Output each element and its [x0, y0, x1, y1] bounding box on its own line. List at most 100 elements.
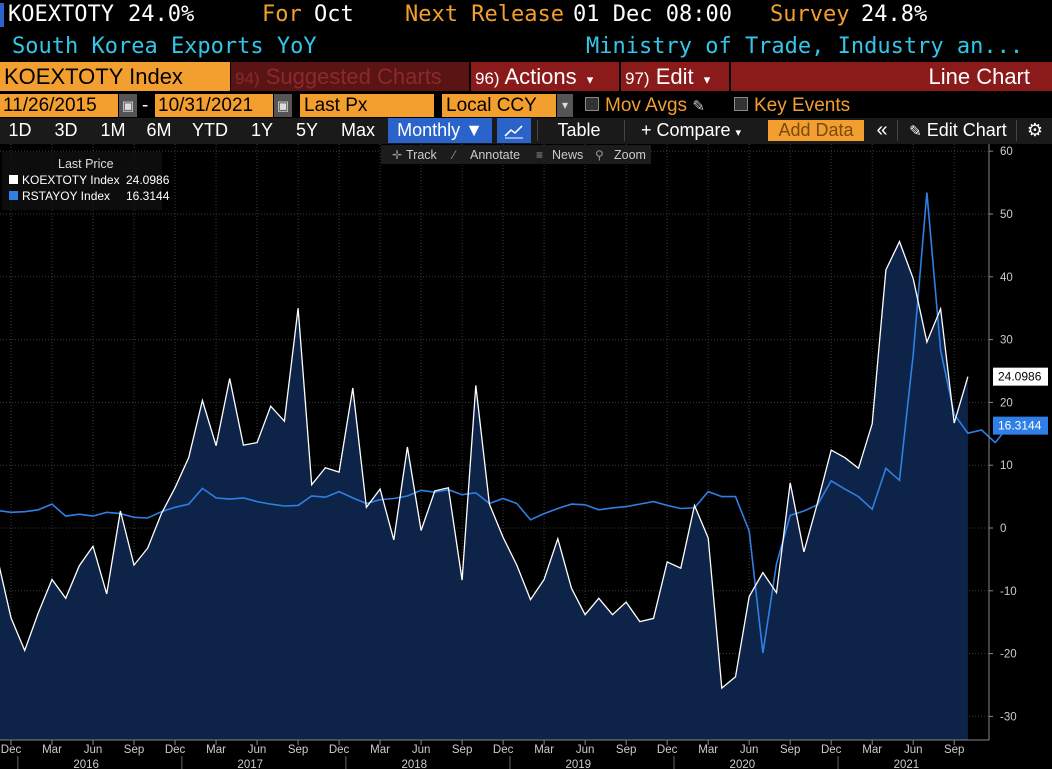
field-selector[interactable]: Last Px	[300, 94, 434, 117]
legend-series-2-name: RSTAYOY Index	[22, 189, 110, 203]
range-toolbar: 1D 3D 1M 6M YTD 1Y 5Y Max Monthly ▼ Tabl…	[0, 118, 1052, 144]
next-release-label: Next Release	[405, 2, 564, 27]
actions-num: 96)	[475, 69, 500, 88]
ticker-label: KOEXTOTY	[8, 2, 114, 27]
line-chart-icon[interactable]	[497, 118, 531, 143]
ticker-accent	[0, 3, 4, 27]
start-date-value: 11/26/2015	[3, 95, 97, 116]
range-3d-button[interactable]: 3D	[54, 120, 78, 140]
edit-dropdown-icon: ▾	[703, 72, 711, 87]
x-tick-label: Dec	[1, 744, 22, 756]
range-1y-button[interactable]: 1Y	[250, 120, 274, 140]
x-tick-label: Jun	[84, 744, 103, 756]
table-button[interactable]: Table	[557, 120, 601, 140]
mov-avgs-checkbox[interactable]	[585, 96, 599, 111]
add-data-button[interactable]: Add Data	[768, 120, 864, 141]
divider	[897, 120, 898, 141]
range-5y-button[interactable]: 5Y	[295, 120, 319, 140]
news-icon[interactable]: ≡	[536, 148, 543, 162]
x-tick-label: Dec	[493, 744, 514, 756]
options-bar: 11/26/2015 ▣ - 10/31/2021 ▣ Last Px Loca…	[0, 93, 1052, 118]
x-year-label: 2018	[401, 759, 427, 769]
range-1d-button[interactable]: 1D	[8, 120, 32, 140]
x-tick-label: Sep	[944, 744, 964, 756]
date-separator: -	[142, 95, 149, 116]
x-tick-label: Mar	[42, 744, 62, 756]
gear-icon[interactable]: ⚙	[1026, 120, 1044, 140]
start-date-field[interactable]: 11/26/2015	[0, 94, 118, 117]
last-value-tag-text: 16.3144	[998, 419, 1042, 433]
currency-selector[interactable]: Local CCY	[442, 94, 556, 117]
end-calendar-icon[interactable]: ▣	[274, 94, 292, 117]
chart-tools-background	[381, 145, 651, 164]
annotate-tool[interactable]: Annotate	[470, 148, 520, 162]
key-events-toggle[interactable]: Key Events	[734, 94, 874, 117]
x-tick-label: Jun	[740, 744, 759, 756]
frequency-selector[interactable]: Monthly ▼	[388, 118, 492, 143]
start-calendar-icon[interactable]: ▣	[119, 94, 137, 117]
news-tool[interactable]: News	[552, 148, 583, 162]
x-tick-label: Sep	[452, 744, 472, 756]
description-text: South Korea Exports YoY	[12, 34, 317, 59]
x-year-label: 2020	[730, 759, 756, 769]
range-max-button[interactable]: Max	[340, 120, 375, 140]
for-label: For	[262, 2, 302, 27]
currency-dropdown-icon[interactable]: ▾	[557, 94, 573, 117]
koextoty-line	[0, 239, 969, 690]
edit-button[interactable]: 97) Edit ▾	[621, 62, 729, 91]
zoom-tool[interactable]: Zoom	[614, 148, 646, 162]
x-tick-label: Jun	[248, 744, 267, 756]
y-tick-label: -30	[1000, 711, 1017, 723]
y-tick-label: 20	[1000, 397, 1013, 409]
x-tick-label: Sep	[780, 744, 800, 756]
y-tick-label: 0	[1000, 523, 1006, 535]
view-title-bar: Line Chart	[731, 62, 1052, 91]
x-tick-label: Dec	[165, 744, 186, 756]
survey-value: 24.8%	[861, 2, 928, 27]
track-tool[interactable]: Track	[406, 148, 438, 162]
menu-bar: KOEXTOTY Index 94) Suggested Charts 96) …	[0, 61, 1052, 92]
last-value-tag-rstayoy: 16.3144	[993, 416, 1048, 435]
y-tick-label: -10	[1000, 586, 1017, 598]
actions-dropdown-icon: ▾	[586, 72, 594, 87]
x-tick-label: Jun	[576, 744, 595, 756]
compare-dropdown-icon: ▾	[735, 127, 742, 139]
koextoty-area	[0, 241, 968, 740]
next-release-value: 01 Dec 08:00	[573, 2, 732, 27]
range-1m-button[interactable]: 1M	[100, 120, 126, 140]
x-tick-label: Mar	[206, 744, 226, 756]
range-ytd-button[interactable]: YTD	[192, 120, 228, 140]
x-tick-label: Sep	[124, 744, 144, 756]
divider	[537, 120, 538, 141]
rstayoy-line	[0, 192, 1010, 654]
end-date-field[interactable]: 10/31/2021	[155, 94, 273, 117]
suggested-charts-button[interactable]: 94) Suggested Charts	[231, 62, 469, 91]
field-value: Last Px	[304, 95, 368, 116]
legend-series-1-name: KOEXTOTY Index	[22, 173, 120, 187]
collapse-icon[interactable]: «	[876, 119, 888, 141]
x-tick-label: Mar	[370, 744, 390, 756]
x-year-label: 2021	[894, 759, 920, 769]
mov-avgs-toggle[interactable]: Mov Avgs ✎	[585, 94, 720, 117]
x-tick-label: Sep	[616, 744, 636, 756]
key-events-checkbox[interactable]	[734, 96, 748, 111]
x-tick-label: Mar	[534, 744, 554, 756]
y-tick-label: 60	[1000, 146, 1013, 158]
key-events-label: Key Events	[754, 95, 851, 116]
compare-button[interactable]: + Compare ▾	[630, 118, 752, 143]
currency-value: Local CCY	[446, 95, 537, 116]
actions-button[interactable]: 96) Actions ▾	[471, 62, 619, 91]
y-tick-label: 50	[1000, 209, 1013, 221]
pencil-icon[interactable]: ✎	[692, 98, 705, 115]
end-date-value: 10/31/2021	[158, 95, 254, 116]
zoom-icon[interactable]: ⚲	[595, 148, 604, 162]
range-6m-button[interactable]: 6M	[146, 120, 172, 140]
divider	[624, 120, 625, 141]
annotate-icon[interactable]: ⁄	[450, 148, 457, 162]
y-tick-label: 10	[1000, 460, 1013, 472]
index-name-field[interactable]: KOEXTOTY Index	[0, 62, 230, 91]
crosshair-icon[interactable]: ✛	[392, 148, 402, 162]
line-chart[interactable]: 60 50 40 30 20 10 0 -10 -20 -30 Dec Mar Jun Sep Dec Ma…	[0, 144, 1052, 769]
legend-swatch-white	[9, 175, 18, 184]
edit-chart-button[interactable]: ✎ Edit Chart	[902, 118, 1014, 143]
